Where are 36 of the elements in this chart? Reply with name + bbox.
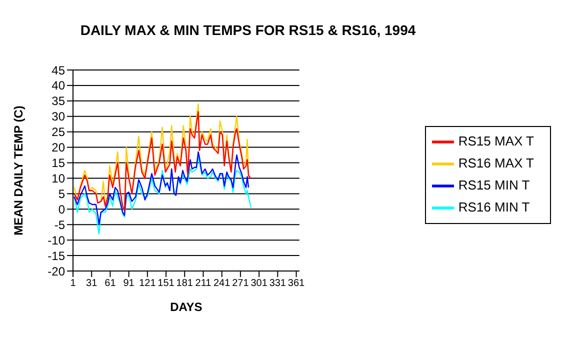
y-tick-label: 0	[58, 202, 66, 216]
y-tick-label: -15	[48, 248, 66, 263]
x-tick-label: 331	[269, 278, 286, 290]
legend-label: RS16 MIN T	[458, 198, 530, 214]
x-tick-label: 241	[214, 278, 231, 290]
y-tick-label: 5	[58, 186, 66, 201]
x-tick-label: 211	[195, 278, 212, 290]
x-tick-label: 361	[288, 278, 306, 290]
y-tick-label: -5	[54, 218, 66, 232]
y-tick-label: 45	[52, 63, 66, 78]
y-tick-label: 30	[52, 110, 66, 124]
y-tick-label: 35	[52, 94, 66, 108]
x-tick-label: 31	[86, 278, 98, 290]
y-tick-label: 10	[52, 171, 66, 186]
y-axis-title: MEAN DAILY TEMP (C)	[11, 106, 26, 236]
x-tick-label: 1	[70, 278, 76, 290]
line-series	[74, 156, 252, 234]
x-tick-label: 301	[250, 278, 268, 290]
line-series	[74, 151, 250, 226]
y-tick-label: 20	[52, 140, 66, 155]
y-tick-label: 15	[52, 156, 66, 170]
y-tick-label: -10	[48, 233, 66, 248]
legend-label: RS16 MAX T	[458, 154, 534, 170]
legend-label: RS15 MIN T	[458, 176, 530, 192]
legend-label: RS15 MAX T	[458, 132, 534, 148]
y-tick-label: 40	[52, 78, 66, 93]
x-tick-label: 151	[158, 278, 175, 290]
y-tick-label: 25	[52, 125, 66, 140]
x-tick-label: 61	[104, 278, 116, 290]
x-tick-label: 91	[123, 278, 135, 290]
x-axis-title: DAYS	[170, 300, 202, 314]
y-tick-label: -20	[48, 264, 66, 278]
chart-title: DAILY MAX & MIN TEMPS FOR RS15 & RS16, 1994	[79, 22, 417, 38]
x-tick-label: 121	[139, 278, 156, 290]
x-tick-label: 271	[232, 278, 250, 290]
x-tick-label: 181	[176, 278, 194, 290]
